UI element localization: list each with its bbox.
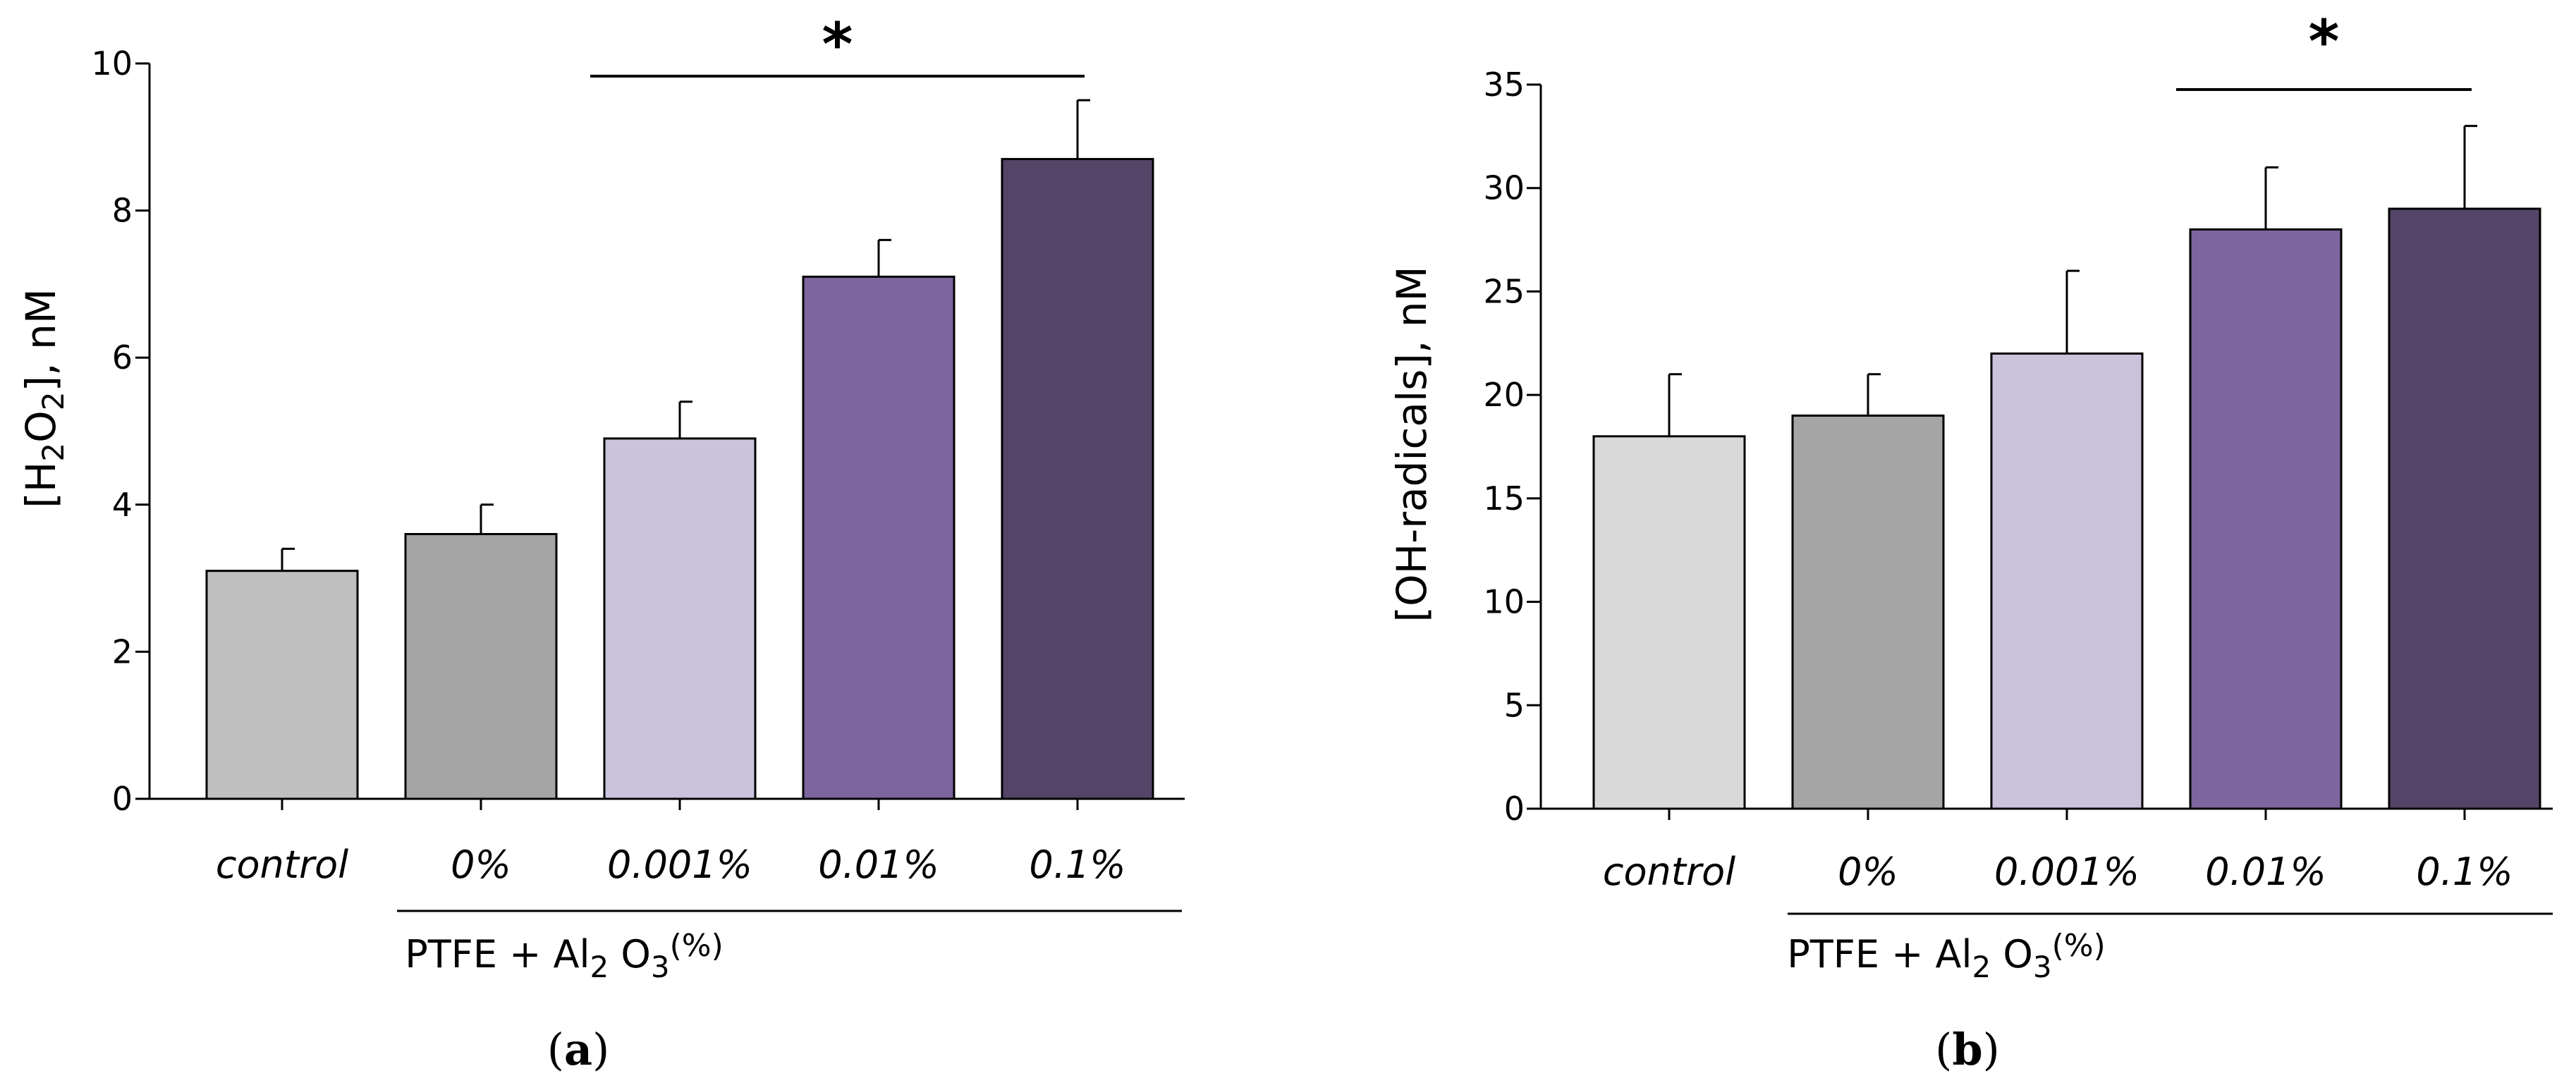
panel-b-y-axis-title: [OH-radicals], nM [1388, 266, 1436, 622]
panel-b-y-tick-label: 20 [1483, 376, 1525, 414]
panel-b-plot-area: 0 5 10 15 20 25 30 35 control 0% 0.001% 0.01% 0.1% [1483, 66, 2553, 894]
panel-b-y-tick-label: 0 [1504, 790, 1525, 828]
panel-a-y-tick-label: 6 [112, 338, 133, 376]
panel-a-significance-star: * [822, 10, 853, 79]
panel-a-bar-1 [404, 533, 558, 800]
panel-a-label: (a) [547, 1024, 610, 1075]
panel-b-bar-3 [2189, 228, 2343, 810]
panel-b-category-label-2: 0.001% [1994, 850, 2139, 894]
panel-a-bar-0 [205, 570, 359, 800]
panel-b-category-label-1: 0% [1838, 850, 1898, 894]
panel-a-y-tick-label: 2 [112, 632, 133, 670]
panel-a-chart: [H2O2], nM PTFE + Al2 O3(%) (a) 0 2 4 6 8 10 c… [17, 10, 1185, 1075]
panel-b-category-label-4: 0.1% [2416, 850, 2513, 894]
panel-b-bar-1 [1791, 414, 1945, 810]
panel-a-category-label-4: 0.1% [1029, 843, 1125, 887]
panel-a-category-label-2: 0.001% [607, 843, 752, 887]
panel-b-bar-2 [1990, 352, 2144, 810]
panel-b-chart: [OH-radicals], nM PTFE + Al2 O3(%) (b) 0… [1388, 7, 2553, 1075]
panel-a-category-label-0: control [216, 843, 348, 887]
panel-b-y-tick-label: 25 [1483, 272, 1525, 310]
panel-a-bar-4 [1001, 158, 1154, 800]
panel-b-y-tick-label: 35 [1483, 66, 1525, 104]
panel-a-bar-3 [802, 275, 956, 800]
panel-a-bar-2 [603, 437, 757, 800]
panel-a-group-label: PTFE + Al2 O3(%) [405, 928, 724, 984]
panel-b-group-label: PTFE + Al2 O3(%) [1787, 928, 2106, 984]
panel-b-y-tick-label: 15 [1483, 479, 1525, 518]
panel-a-y-tick-label: 8 [112, 192, 133, 230]
panel-b-bar-4 [2388, 207, 2541, 810]
panel-b-y-tick-label: 30 [1483, 169, 1525, 207]
panel-a-y-axis-title: [H2O2], nM [17, 288, 71, 508]
panel-b-category-label-3: 0.01% [2205, 850, 2326, 894]
panel-a-y-tick-label: 4 [112, 486, 133, 524]
panel-b-label: (b) [1935, 1024, 2000, 1075]
panel-a-category-label-1: 0% [451, 843, 511, 887]
panel-a-plot-area: 0 2 4 6 8 10 control 0% 0.001% 0.01% 0.1% [91, 44, 1185, 887]
panel-a-category-label-3: 0.01% [818, 843, 939, 887]
panel-a-y-tick-label: 10 [91, 44, 133, 82]
panel-a-y-tick-label: 0 [112, 780, 133, 818]
panel-b-category-label-0: control [1603, 850, 1735, 894]
panel-b-y-tick-label: 5 [1504, 686, 1525, 724]
panel-b-y-tick-label: 10 [1483, 583, 1525, 621]
panel-b-bar-0 [1592, 435, 1746, 810]
panel-b-significance-star: * [2309, 7, 2340, 76]
